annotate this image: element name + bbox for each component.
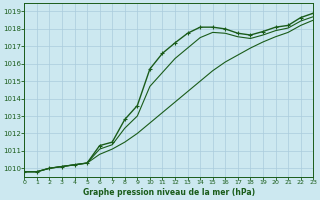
X-axis label: Graphe pression niveau de la mer (hPa): Graphe pression niveau de la mer (hPa)	[83, 188, 255, 197]
